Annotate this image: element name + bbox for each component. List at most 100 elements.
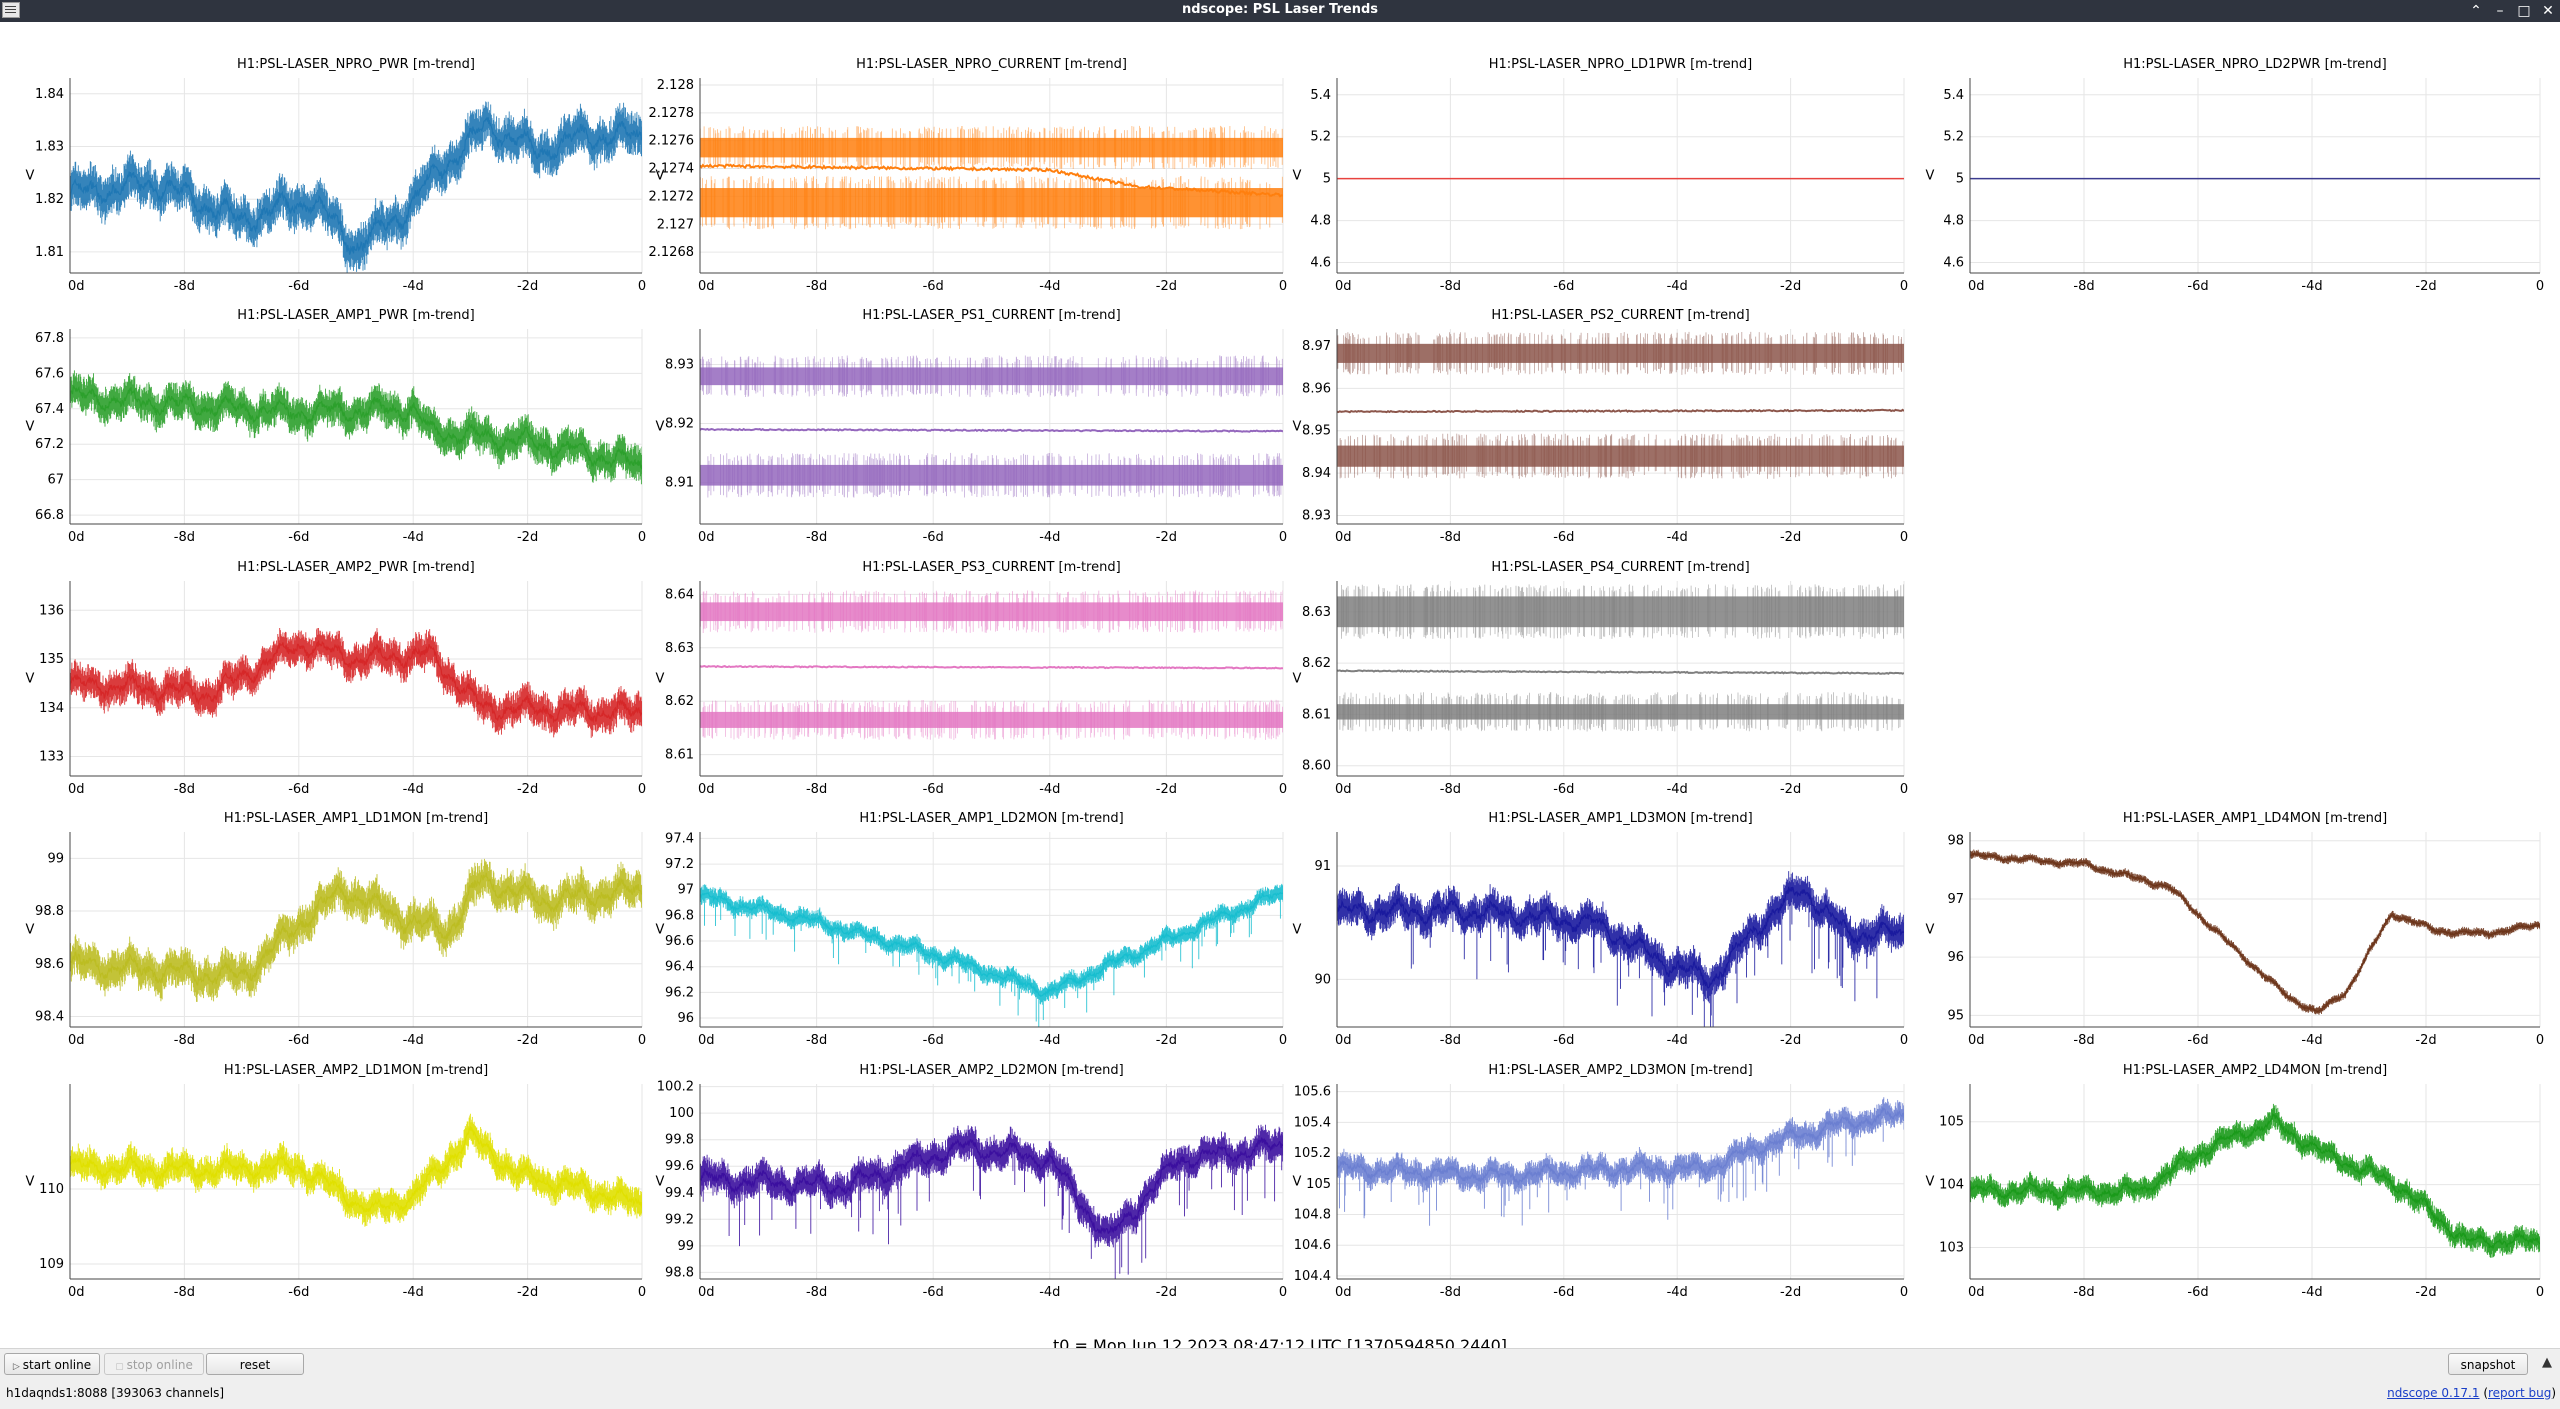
window-titlebar: ndscope: PSL Laser Trends ⌃ – □ ✕ [0, 0, 2560, 22]
y-axis-label: V [1926, 1175, 1935, 1190]
plot-title: H1:PSL-LASER_PS4_CURRENT [m-trend] [1491, 560, 1749, 575]
report-bug-link[interactable]: report bug [2488, 1386, 2552, 1400]
y-tick-label: 67.4 [35, 402, 64, 417]
y-tick-label: 99 [677, 1239, 694, 1254]
plot-panel: H1:PSL-LASER_AMP2_LD4MON [m-trend] V 0d -8d… [1926, 1063, 2545, 1300]
version-link[interactable]: ndscope 0.17.1 [2387, 1386, 2480, 1400]
y-tick-label: 104.8 [1294, 1208, 1331, 1223]
y-tick-label: 99.4 [665, 1186, 694, 1201]
y-tick-label: 1.83 [35, 140, 64, 155]
series-line [700, 163, 1283, 198]
plot-panel: H1:PSL-LASER_AMP1_LD2MON [m-trend] V 0d -8d… [656, 811, 1288, 1048]
x-tick-label: -8d [1440, 1033, 1461, 1048]
app-icon[interactable] [2, 2, 20, 18]
plots-canvas[interactable]: H1:PSL-LASER_NPRO_PWR [m-trend] V 0d -8d -6d… [0, 22, 2560, 1312]
series-line [1337, 886, 1904, 989]
y-tick-label: 91 [1314, 859, 1331, 874]
plot-panel: H1:PSL-LASER_NPRO_PWR [m-trend] V 0d -8d -6d… [26, 57, 647, 294]
series-group [70, 370, 642, 485]
y-tick-label: 99.8 [665, 1133, 694, 1148]
x-tick-label: -6d [1553, 782, 1574, 797]
series-group [1337, 584, 1904, 732]
y-tick-label: 95 [1947, 1008, 1964, 1023]
plot-panel: H1:PSL-LASER_AMP2_LD1MON [m-trend] V 0d -8d… [26, 1063, 647, 1300]
x-tick-label: -2d [1156, 1033, 1177, 1048]
y-tick-label: 1.84 [35, 87, 64, 102]
keep-above-icon[interactable]: ⌃ [2470, 3, 2482, 19]
x-tick-label: 0 [1900, 530, 1908, 545]
y-tick-label: 2.1274 [649, 162, 695, 177]
close-icon[interactable]: ✕ [2542, 3, 2554, 19]
y-tick-label: 96.8 [665, 908, 694, 923]
snapshot-button[interactable]: snapshot [2448, 1353, 2528, 1375]
y-tick-label: 67.8 [35, 331, 64, 346]
plot-title: H1:PSL-LASER_AMP2_LD4MON [m-trend] [2123, 1063, 2387, 1078]
y-tick-label: 104.6 [1294, 1238, 1331, 1253]
x-tick-label: -8d [1440, 1285, 1461, 1300]
series-line [1970, 852, 2540, 1013]
x-tick-label: -8d [806, 279, 827, 294]
trend-band [700, 137, 1283, 158]
y-tick-label: 5.2 [1943, 130, 1964, 145]
x-tick-label: -6d [2187, 1033, 2208, 1048]
y-tick-label: 67.6 [35, 366, 64, 381]
x-tick-label: -6d [923, 279, 944, 294]
y-tick-label: 135 [39, 652, 64, 667]
start-online-button[interactable]: ▷ start online [4, 1353, 100, 1375]
plot-panel: H1:PSL-LASER_AMP1_LD1MON [m-trend] V 0d -8d… [26, 811, 647, 1048]
plot-title: H1:PSL-LASER_AMP1_LD1MON [m-trend] [224, 811, 488, 826]
x-tick-label: -2d [1156, 1285, 1177, 1300]
y-tick-label: 105 [1939, 1115, 1964, 1130]
plot-title: H1:PSL-LASER_AMP1_LD3MON [m-trend] [1488, 811, 1752, 826]
trend-whiskers [702, 699, 1283, 740]
plot-title: H1:PSL-LASER_NPRO_LD1PWR [m-trend] [1489, 57, 1753, 72]
trend-whiskers [1337, 331, 1902, 375]
x-tick-label: -8d [174, 1285, 195, 1300]
x-tick-label: 0d [1968, 1285, 1985, 1300]
y-axis-label: V [656, 1175, 665, 1190]
x-tick-label: -4d [403, 279, 424, 294]
x-tick-label: 0 [1279, 279, 1287, 294]
y-tick-label: 4.6 [1310, 256, 1331, 271]
x-tick-label: -6d [923, 782, 944, 797]
series-group [1337, 1097, 1904, 1226]
x-tick-label: 0d [68, 782, 85, 797]
plot-title: H1:PSL-LASER_NPRO_LD2PWR [m-trend] [2123, 57, 2387, 72]
x-tick-label: -6d [288, 782, 309, 797]
plot-panel: H1:PSL-LASER_AMP2_PWR [m-trend] V 0d -8d -6d… [26, 560, 647, 797]
x-tick-label: -2d [517, 1285, 538, 1300]
series-group [700, 125, 1283, 230]
trend-band [700, 188, 1283, 218]
y-tick-label: 1.82 [35, 192, 64, 207]
plot-title: H1:PSL-LASER_AMP2_LD2MON [m-trend] [859, 1063, 1123, 1078]
x-tick-label: -6d [2187, 1285, 2208, 1300]
series-line [700, 891, 1283, 998]
series-envelope [70, 370, 642, 485]
plot-panel: H1:PSL-LASER_AMP1_LD3MON [m-trend] V 0d -8d… [1293, 811, 1909, 1048]
y-tick-label: 99.2 [665, 1212, 694, 1227]
x-tick-label: -4d [403, 782, 424, 797]
reset-button[interactable]: reset [206, 1353, 304, 1375]
y-axis-label: V [1926, 169, 1935, 184]
x-tick-label: 0d [1968, 279, 1985, 294]
y-tick-label: 104.4 [1294, 1269, 1331, 1284]
x-tick-label: 0d [1335, 1033, 1352, 1048]
y-tick-label: 105.6 [1294, 1085, 1331, 1100]
status-bar: h1daqnds1:8088 [393063 channels] ndscope… [0, 1379, 2560, 1409]
collapse-arrow-icon[interactable]: ▲ [2542, 1355, 2552, 1370]
maximize-icon[interactable]: □ [2517, 3, 2531, 19]
y-tick-label: 96 [677, 1011, 694, 1026]
x-tick-label: 0d [1335, 279, 1352, 294]
trend-whiskers [1341, 584, 1904, 639]
trend-band [1337, 704, 1904, 720]
y-tick-label: 8.92 [665, 417, 694, 432]
y-tick-label: 134 [39, 701, 64, 716]
x-tick-label: 0d [68, 530, 85, 545]
version-info: ndscope 0.17.1 (report bug) [2387, 1386, 2556, 1400]
y-tick-label: 103 [1939, 1241, 1964, 1256]
y-tick-label: 8.60 [1302, 759, 1331, 774]
minimize-icon[interactable]: – [2496, 3, 2504, 19]
plot-title: H1:PSL-LASER_AMP1_LD2MON [m-trend] [859, 811, 1123, 826]
window-title: ndscope: PSL Laser Trends [1182, 2, 1378, 17]
y-tick-label: 98.8 [35, 904, 64, 919]
